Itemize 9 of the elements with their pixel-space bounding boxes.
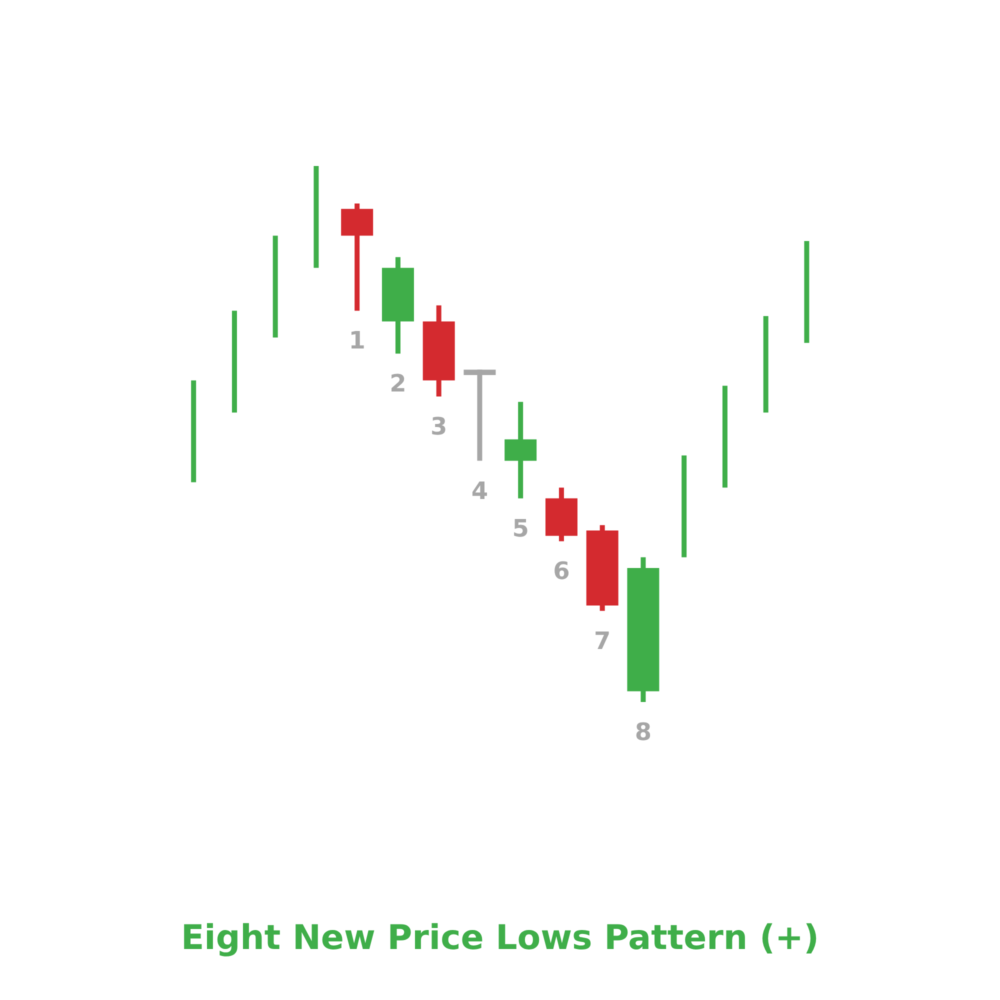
x-tick-label: 5 xyxy=(512,514,529,542)
x-tick-label: 6 xyxy=(553,557,570,586)
text: Eight New Price Lows Pattern (+) xyxy=(180,918,820,958)
x-tick-label: 2 xyxy=(390,370,406,398)
x-tick-label: 4 xyxy=(471,476,488,505)
x-tick-label: 1 xyxy=(348,326,366,355)
x-tick-label: 7 xyxy=(594,626,611,655)
x-tick-label: 8 xyxy=(634,718,652,746)
x-tick-label: 3 xyxy=(430,412,448,440)
